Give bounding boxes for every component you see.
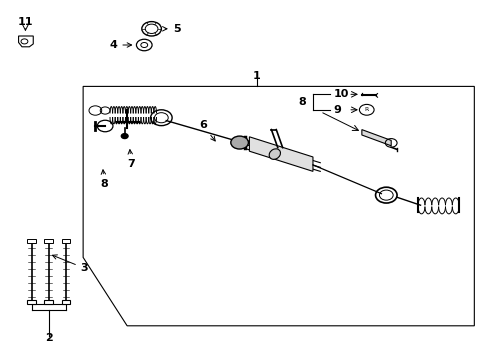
Bar [44,300,53,304]
Bar [44,239,53,243]
Text: 1: 1 [252,71,260,81]
Text: 6: 6 [199,120,215,141]
Text: 8: 8 [298,97,305,107]
Bar [27,239,36,243]
Text: R: R [364,107,368,112]
Text: 8: 8 [100,170,108,189]
Bar [61,300,70,304]
Polygon shape [249,137,312,171]
Text: 7: 7 [127,150,135,169]
Bar [61,239,70,243]
Text: 9: 9 [333,105,341,115]
Ellipse shape [268,149,280,159]
Bar [27,300,36,304]
Text: 11: 11 [18,17,33,27]
Text: 3: 3 [52,255,88,273]
Text: 4: 4 [109,40,131,50]
Circle shape [121,134,128,139]
Text: 2: 2 [45,333,53,343]
Text: 5: 5 [162,24,181,34]
Text: 10: 10 [333,89,348,99]
Polygon shape [361,130,390,146]
Circle shape [230,136,248,149]
